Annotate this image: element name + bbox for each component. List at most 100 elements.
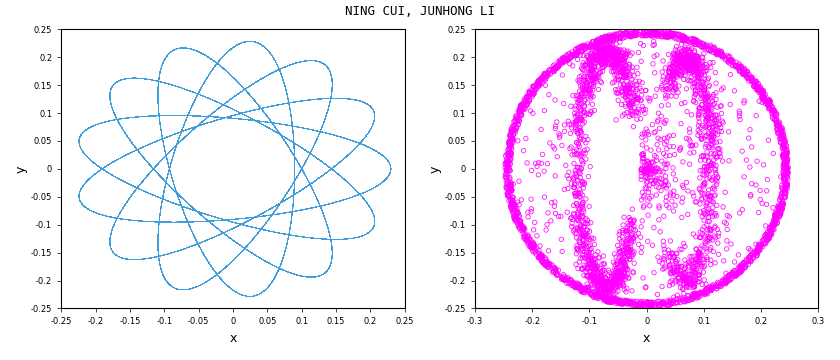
Point [619,93,633,99]
Point [528,91,541,96]
Point [567,280,580,286]
Point [586,84,600,89]
Point [577,110,591,116]
Point [625,301,638,307]
Point [690,40,704,46]
Point [597,60,611,66]
Point [778,188,791,194]
Point [672,71,685,77]
Point [676,36,690,41]
Point [711,282,724,288]
Point [576,243,590,249]
Point [690,247,703,252]
Point [512,223,526,229]
Point [570,178,584,184]
Point [705,151,718,157]
Point [696,44,710,49]
Point [691,56,705,62]
Point [694,125,707,130]
Point [777,195,790,201]
Point [775,127,789,133]
Point [667,31,680,36]
Point [667,76,680,82]
Point [574,234,587,240]
Point [501,162,515,168]
Point [651,298,664,304]
Point [656,301,669,306]
Point [762,232,775,238]
Point [716,54,729,59]
Point [632,111,645,116]
Point [612,277,626,283]
Point [753,84,767,90]
Point [588,64,601,70]
Point [704,48,717,54]
Point [574,226,587,232]
Point [677,38,690,44]
Point [505,144,518,150]
Point [616,260,629,266]
Point [588,282,601,288]
Point [507,194,520,200]
Point [664,301,678,307]
Point [622,64,636,70]
Point [690,67,703,73]
Point [691,67,705,73]
Point [582,174,596,179]
Point [613,249,627,255]
Point [608,65,622,71]
Point [659,173,672,179]
Point [592,274,606,279]
Point [551,65,564,71]
Point [668,265,681,270]
Point [738,260,751,266]
Point [626,111,639,117]
Point [732,64,746,70]
Point [549,266,562,272]
Point [623,102,637,108]
Point [544,218,558,224]
Point [527,84,540,90]
Point [659,65,672,71]
Point [607,280,621,285]
Point [763,105,776,111]
Point [748,84,761,89]
Point [582,77,596,83]
Point [577,68,591,73]
Point [588,265,601,271]
Point [676,60,690,66]
Point [539,76,553,82]
Point [682,65,696,71]
Point [732,266,746,272]
Point [770,121,784,127]
Point [617,32,630,37]
Point [571,218,585,224]
Point [586,44,600,50]
Point [616,301,629,307]
Point [596,278,609,284]
Point [647,225,660,230]
Point [507,202,520,208]
Point [770,111,784,117]
Point [640,32,654,38]
Point [596,51,610,57]
Point [595,39,608,45]
Point [604,51,617,57]
Point [635,302,648,308]
Point [780,149,794,155]
Point [505,187,518,193]
Point [650,30,664,36]
Point [584,67,597,73]
Point [579,156,592,162]
Point [575,82,589,88]
Point [756,96,769,102]
Point [618,260,632,266]
Point [680,284,693,290]
Point [575,44,588,50]
Point [775,206,789,211]
Point [567,203,580,208]
Point [660,302,674,308]
Point [644,171,658,177]
Point [597,56,611,62]
Point [771,209,785,215]
